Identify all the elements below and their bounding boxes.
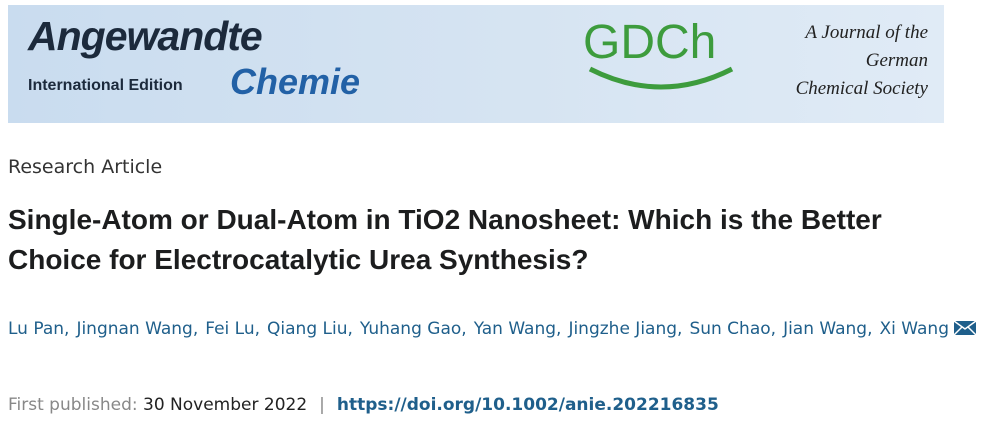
article-title: Single-Atom or Dual-Atom in TiO2 Nanoshe…	[8, 204, 882, 275]
author-name[interactable]: Lu Pan	[8, 319, 65, 339]
author-separator: ,	[556, 319, 562, 339]
author-separator: ,	[64, 319, 70, 339]
society-line: German	[865, 50, 928, 71]
author-separator: ,	[867, 319, 873, 339]
author-separator: ,	[192, 319, 199, 339]
author-name[interactable]: Qiang Liu	[267, 319, 348, 339]
published-label: First published:	[8, 395, 138, 415]
author-separator: ,	[770, 319, 777, 339]
author-name[interactable]: Jingnan Wang	[76, 319, 193, 339]
journal-name: Angewandte	[28, 13, 263, 59]
authors: Lu Pan, Jingnan Wang, Fei Lu, Qiang Liu, Yuh…	[8, 319, 949, 339]
author-name[interactable]: Xi Wang	[879, 319, 949, 339]
author-name[interactable]: Yan Wang	[473, 319, 557, 339]
society-line: A Journal of the	[805, 22, 928, 43]
society-lines: A Journal of the German Chemical Society	[796, 19, 928, 103]
society-line: Chemical Society	[795, 78, 928, 99]
author-name[interactable]: Jian Wang	[783, 319, 868, 339]
email-icon[interactable]	[953, 320, 977, 336]
author-name[interactable]: Yuhang Gao	[359, 319, 462, 339]
published-date: 30 November 2022	[143, 395, 308, 415]
author-name[interactable]: Sun Chao	[689, 319, 771, 339]
author-name[interactable]: Fei Lu	[205, 319, 255, 339]
author-list: Lu Pan, Jingnan Wang, Fei Lu, Qiang Liu, Yuh…	[8, 313, 983, 345]
author-separator: ,	[461, 319, 467, 339]
journal-banner: Angewandte International Edition Chemie …	[8, 5, 944, 123]
author-separator: ,	[347, 319, 353, 339]
society-logo: GDCh	[583, 16, 717, 69]
article-type: Research Article	[8, 156, 163, 178]
author-separator: ,	[677, 319, 683, 339]
divider: |	[319, 395, 325, 415]
journal-subname: Chemie	[230, 61, 361, 102]
author-name[interactable]: Jingzhe Jiang	[568, 319, 678, 339]
edition: International Edition	[28, 77, 183, 94]
doi-link[interactable]: https://doi.org/10.1002/anie.202216835	[336, 395, 719, 415]
logo-arc	[588, 66, 734, 90]
author-separator: ,	[254, 319, 261, 339]
publication-line: First published: 30 November 2022 | https:…	[8, 395, 719, 415]
